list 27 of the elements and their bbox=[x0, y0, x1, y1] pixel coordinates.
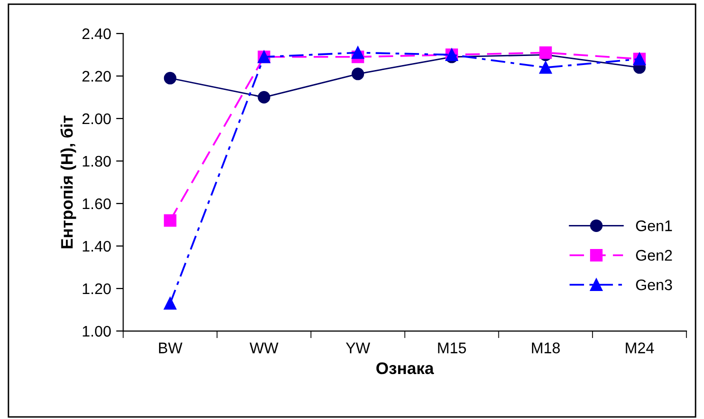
point bbox=[352, 68, 364, 80]
y-tick-label: 1.00 bbox=[82, 326, 111, 337]
x-tick-label: BW bbox=[159, 342, 182, 354]
point bbox=[539, 61, 552, 74]
point bbox=[164, 297, 176, 310]
y-tick-label: 1.60 bbox=[82, 198, 111, 210]
x-tick-label: M15 bbox=[438, 342, 466, 354]
legend-label: Gen1 bbox=[636, 220, 672, 232]
x-axis-title: Ознака bbox=[376, 362, 434, 374]
point bbox=[258, 91, 270, 104]
x-tick-label: WW bbox=[250, 342, 278, 354]
point bbox=[164, 214, 176, 227]
y-tick-label: 1.20 bbox=[82, 283, 111, 294]
legend-label: Gen2 bbox=[636, 250, 672, 261]
x-tick-label: M18 bbox=[532, 342, 560, 354]
legend-label: Gen3 bbox=[636, 279, 672, 290]
y-tick-label: 2.00 bbox=[82, 113, 111, 124]
y-tick-label: 1.80 bbox=[82, 156, 111, 167]
y-tick-label: 1.40 bbox=[82, 240, 111, 252]
point bbox=[539, 46, 552, 59]
x-tick-label: M24 bbox=[626, 342, 654, 354]
y-tick-label: 2.20 bbox=[82, 70, 111, 82]
point bbox=[352, 46, 364, 59]
y-axis-title: Ентропія (Н), біт bbox=[60, 116, 76, 248]
point bbox=[164, 72, 176, 84]
x-tick-label: YW bbox=[346, 342, 370, 354]
y-tick-label: 2.40 bbox=[82, 28, 111, 40]
